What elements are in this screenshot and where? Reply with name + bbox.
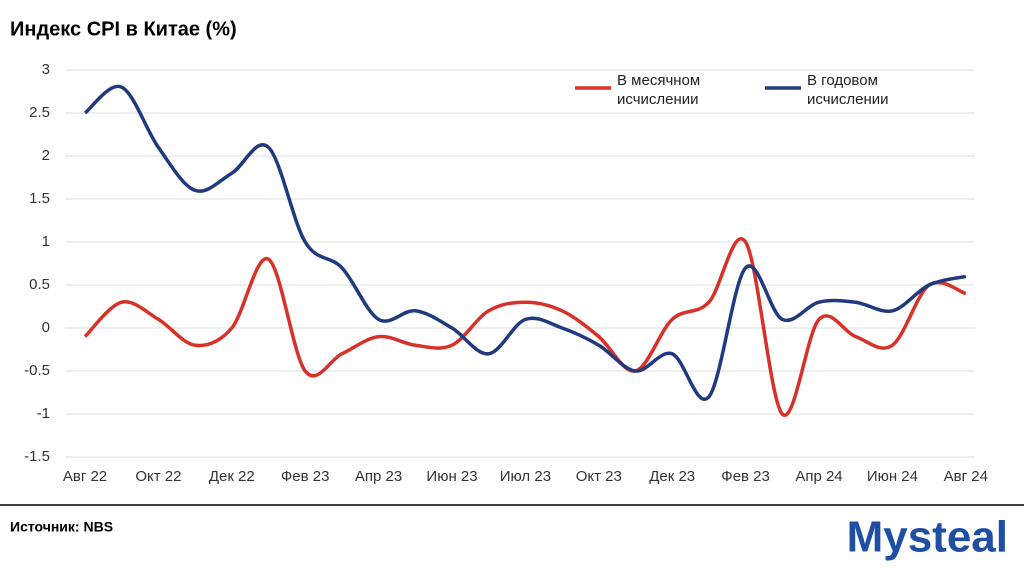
y-tick-label: 1 <box>42 233 50 250</box>
legend-label: В месячном исчислении <box>617 72 701 108</box>
y-tick-label: 0.5 <box>29 276 50 293</box>
x-tick-label: Июн 24 <box>867 468 918 485</box>
x-tick-label: Апр 23 <box>355 468 402 485</box>
x-tick-label: Апр 24 <box>795 468 842 485</box>
y-tick-label: 2 <box>42 147 50 164</box>
x-tick-label: Авг 22 <box>63 468 107 485</box>
y-tick-label: 1.5 <box>29 190 50 207</box>
x-tick-label: Дек 22 <box>209 468 255 485</box>
x-tick-label: Июн 23 <box>426 468 477 485</box>
logo: Mysteal <box>847 513 1008 562</box>
y-tick-label: 2.5 <box>29 104 50 121</box>
x-tick-label: Июл 23 <box>500 468 551 485</box>
source: Источник: NBS <box>10 519 113 535</box>
y-tick-label: -1.5 <box>24 448 50 465</box>
legend-label: В годовом исчислении <box>807 72 889 108</box>
x-tick-label: Окт 23 <box>576 468 622 485</box>
x-tick-label: Фев 23 <box>281 468 330 485</box>
x-tick-label: Дек 23 <box>649 468 695 485</box>
x-tick-label: Авг 24 <box>944 468 988 485</box>
chart-title: Индекс CPI в Китае (%) <box>10 18 237 40</box>
series-line <box>83 84 967 401</box>
series-line <box>83 237 967 417</box>
x-tick-label: Фев 23 <box>721 468 770 485</box>
x-tick-label: Окт 22 <box>135 468 181 485</box>
y-tick-label: 0 <box>42 319 50 336</box>
y-tick-label: -0.5 <box>24 362 50 379</box>
y-tick-label: -1 <box>37 405 50 422</box>
y-tick-label: 3 <box>42 61 50 78</box>
